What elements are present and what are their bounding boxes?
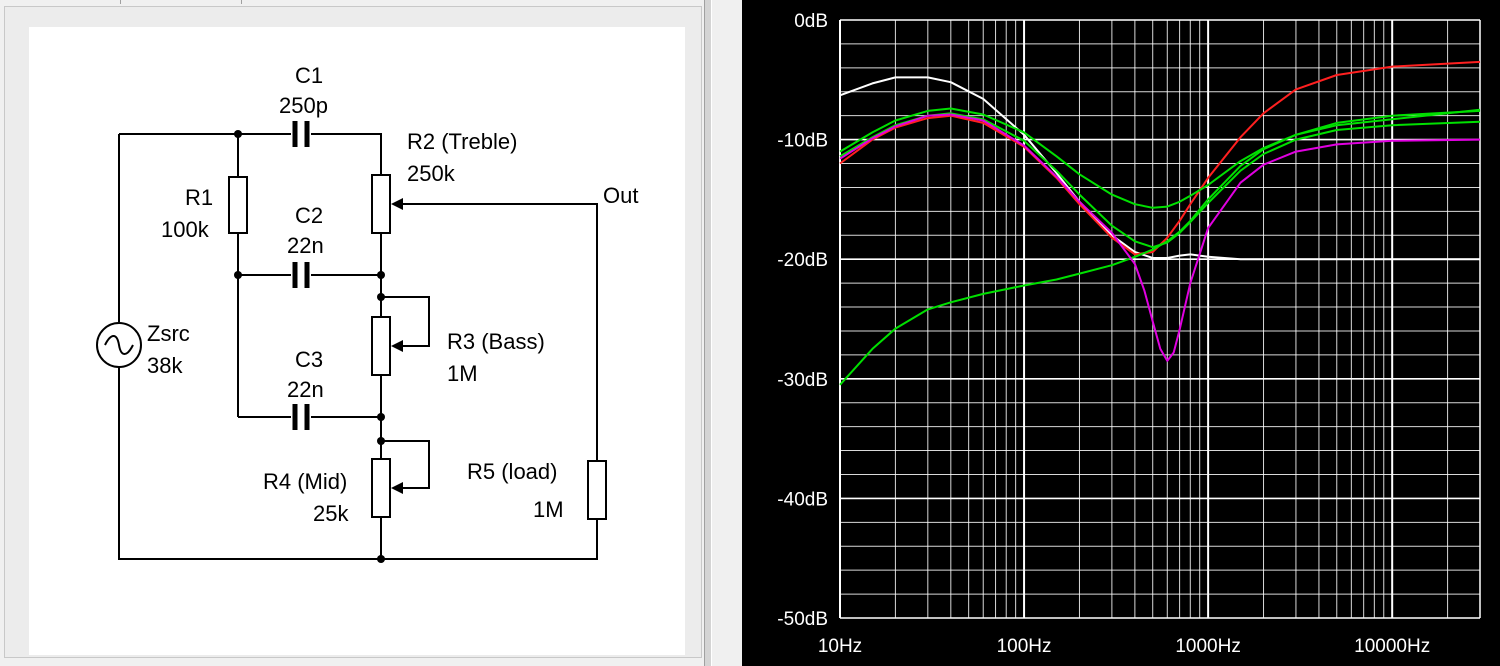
r3-name: R3 (Bass) [447, 329, 545, 354]
r1-name: R1 [185, 185, 213, 210]
r5-value: 1M [533, 497, 564, 522]
schematic-diagram: C1 250p R2 (Treble) 250k Out R1 100k C2 … [96, 63, 638, 563]
c3-name: C3 [295, 347, 323, 372]
r5-body [587, 460, 607, 520]
r3-body [371, 316, 391, 376]
r2-wiper-arrow [391, 198, 403, 210]
wire-top-right [311, 133, 382, 175]
plot-series [839, 60, 1481, 386]
r1-body [228, 176, 248, 234]
c2-name: C2 [295, 203, 323, 228]
r2-body [371, 174, 391, 234]
frequency-response-plot: 0dB -10dB -20dB -30dB -40dB -50dB 10Hz 100Hz 100… [742, 0, 1500, 666]
r5-name: R5 (load) [467, 459, 557, 484]
r4-body [371, 458, 391, 518]
r2-name: R2 (Treble) [407, 129, 517, 154]
c1-value: 250p [279, 93, 328, 118]
junction-dot [377, 293, 385, 301]
series-line-1 [839, 76, 1480, 261]
zsrc-value: 38k [147, 353, 183, 378]
wire-r5-bottom [381, 519, 598, 560]
schematic-panel: C1 250p R2 (Treble) 250k Out R1 100k C2 … [0, 0, 710, 666]
schematic-frame: C1 250p R2 (Treble) 250k Out R1 100k C2 … [4, 6, 702, 658]
junction-dot [377, 271, 385, 279]
zsrc-name: Zsrc [147, 321, 190, 346]
junction-dot [377, 413, 385, 421]
junction-dot [234, 130, 242, 138]
y-tick-label: -50dB [777, 609, 828, 630]
x-tick-label: 10000Hz [1354, 636, 1430, 657]
r2-value: 250k [407, 161, 456, 186]
x-tick-label: 100Hz [997, 636, 1052, 657]
y-tick-label: -40dB [777, 489, 828, 510]
zsrc-circle [96, 322, 142, 368]
c1-name: C1 [295, 63, 323, 88]
series-line-6 [839, 113, 1481, 362]
wire-out [399, 203, 598, 461]
out-label: Out [603, 183, 638, 208]
r1-value: 100k [161, 217, 210, 242]
junction-dot [377, 437, 385, 445]
plot-grid [839, 19, 1481, 619]
panel-splitter[interactable] [704, 0, 712, 666]
zsrc-wave [104, 335, 134, 355]
y-tick-label: -10dB [777, 131, 828, 152]
junction-dot [377, 555, 385, 563]
r3-wiper-arrow [391, 340, 403, 352]
y-tick-label: -30dB [777, 370, 828, 391]
plot-panel: 0dB -10dB -20dB -30dB -40dB -50dB 10Hz 100Hz 100… [712, 0, 1500, 666]
y-tick-label: 0dB [794, 11, 828, 32]
junction-dot [234, 271, 242, 279]
r4-name: R4 (Mid) [263, 469, 347, 494]
c2-value: 22n [287, 233, 324, 258]
frequency-response-chart: 0dB -10dB -20dB -30dB -40dB -50dB 10Hz 100Hz 100… [777, 11, 1481, 657]
series-line-5 [839, 109, 1481, 386]
y-tick-label: -20dB [777, 250, 828, 271]
schematic-canvas: C1 250p R2 (Treble) 250k Out R1 100k C2 … [29, 27, 685, 655]
c3-value: 22n [287, 377, 324, 402]
wire-r4-wiper [381, 440, 430, 489]
tab-edge [120, 0, 242, 4]
x-tick-label: 10Hz [818, 636, 862, 657]
wire-r3-wiper [381, 296, 430, 347]
x-tick-label: 1000Hz [1175, 636, 1241, 657]
wire-source-bottom [118, 367, 381, 560]
r4-value: 25k [313, 501, 349, 526]
r3-value: 1M [447, 361, 478, 386]
plot-axis-labels: 0dB -10dB -20dB -30dB -40dB -50dB 10Hz 100Hz 100… [777, 11, 1430, 657]
r4-wiper-arrow [391, 482, 403, 494]
